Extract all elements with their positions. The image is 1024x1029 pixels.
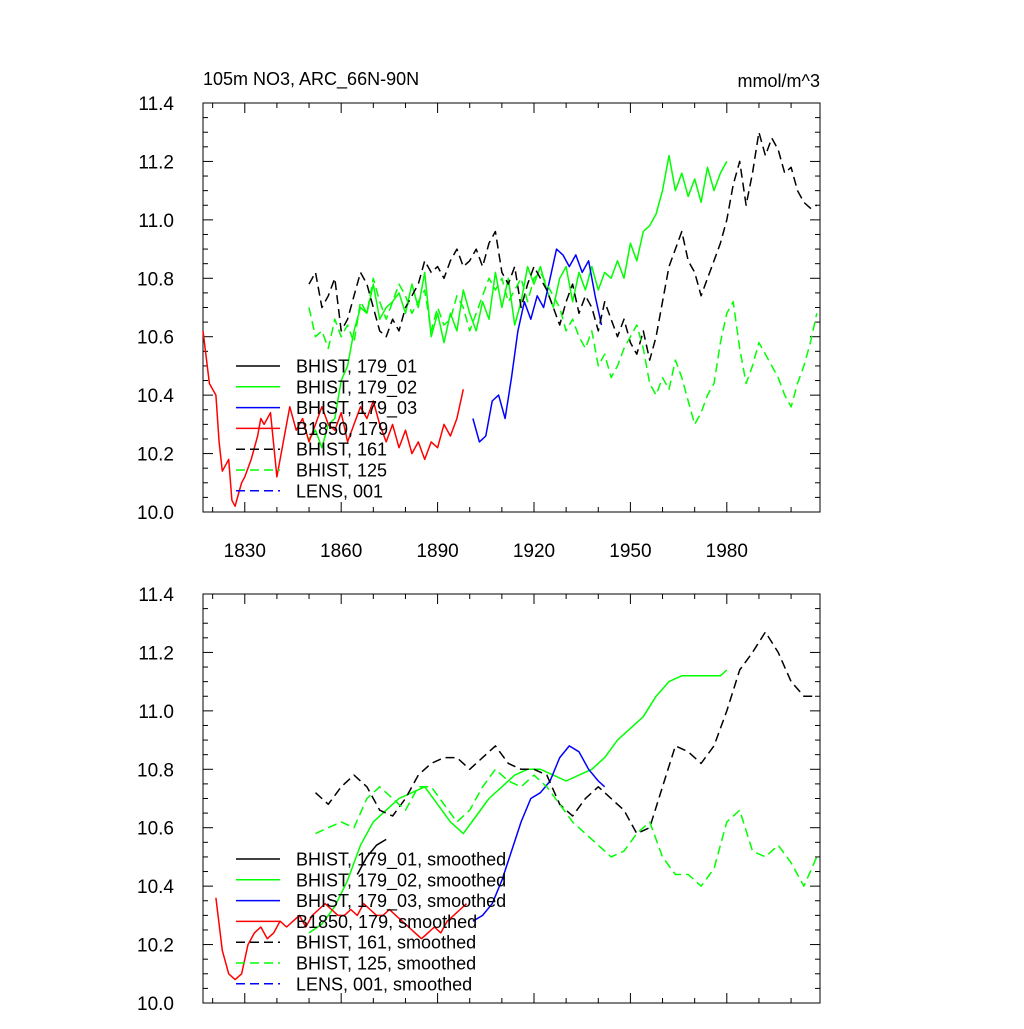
series-line [472,745,606,922]
y-tick-label: 10.0 [137,994,174,1015]
chart-title: 105m NO3, ARC_66N-90N [203,69,419,90]
series-line [308,154,728,449]
x-tick-label: 1980 [706,541,748,562]
y-tick-label: 10.0 [137,503,174,524]
legend-label: BHIST, 161, smoothed [296,933,476,953]
x-tick-label: 1950 [609,541,651,562]
y-tick-label: 10.6 [137,328,174,349]
x-tick-label: 1890 [416,541,458,562]
y-tick-label: 11.4 [138,94,174,115]
y-tick-label: 10.2 [137,445,174,466]
x-tick-label: 1860 [320,541,362,562]
legend-label: BHIST, 179_03, smoothed [296,891,506,912]
series-line [314,631,817,835]
y-tick-label: 10.4 [137,386,174,407]
legend-label: LENS, 001 [296,481,383,501]
series-line [202,330,465,507]
legend-label: BHIST, 179_01, smoothed [296,850,506,871]
series-line [356,838,387,875]
legend-label: BHIST, 179_02, smoothed [296,870,506,891]
legend-label: BHIST, 161 [296,440,387,460]
series-line [308,669,728,934]
y-tick-label: 11.2 [138,152,174,173]
series-line [472,248,603,443]
legend-label: B1850, 179 [296,419,388,439]
legend-label: LENS, 001, smoothed [296,974,472,994]
series-line [315,768,818,887]
legend-label: BHIST, 179_02 [296,377,417,398]
y-tick-label: 10.6 [137,819,174,840]
chart-units: mmol/m^3 [738,71,820,91]
x-tick-label: 1920 [513,541,555,562]
x-tick-label: 1830 [224,541,266,562]
y-tick-label: 11.0 [138,702,174,723]
legend-label: BHIST, 179_01 [296,357,417,378]
legend-label: BHIST, 125 [296,461,387,481]
series-line [308,271,818,426]
top-panel: 10.0 10.2 10.4 10.6 10.8 11.0 11.2 11.4 1830 1860… [137,94,821,562]
legend-label: B1850, 179, smoothed [296,912,477,932]
y-tick-label: 10.4 [137,877,174,898]
series-line [308,131,818,361]
legend-label: BHIST, 179_03 [296,398,417,419]
y-tick-label: 11.2 [138,643,174,664]
y-tick-label: 11.4 [138,585,174,606]
y-tick-label: 10.8 [137,269,174,290]
series-line [215,897,468,981]
y-tick-label: 10.8 [137,760,174,781]
bottom-panel: 10.0 10.2 10.4 10.6 10.8 11.0 11.2 11.4 BHIST, 1… [137,585,821,1015]
y-tick-label: 10.2 [137,936,174,957]
legend-label: BHIST, 125, smoothed [296,954,476,974]
y-tick-label: 11.0 [138,211,174,232]
